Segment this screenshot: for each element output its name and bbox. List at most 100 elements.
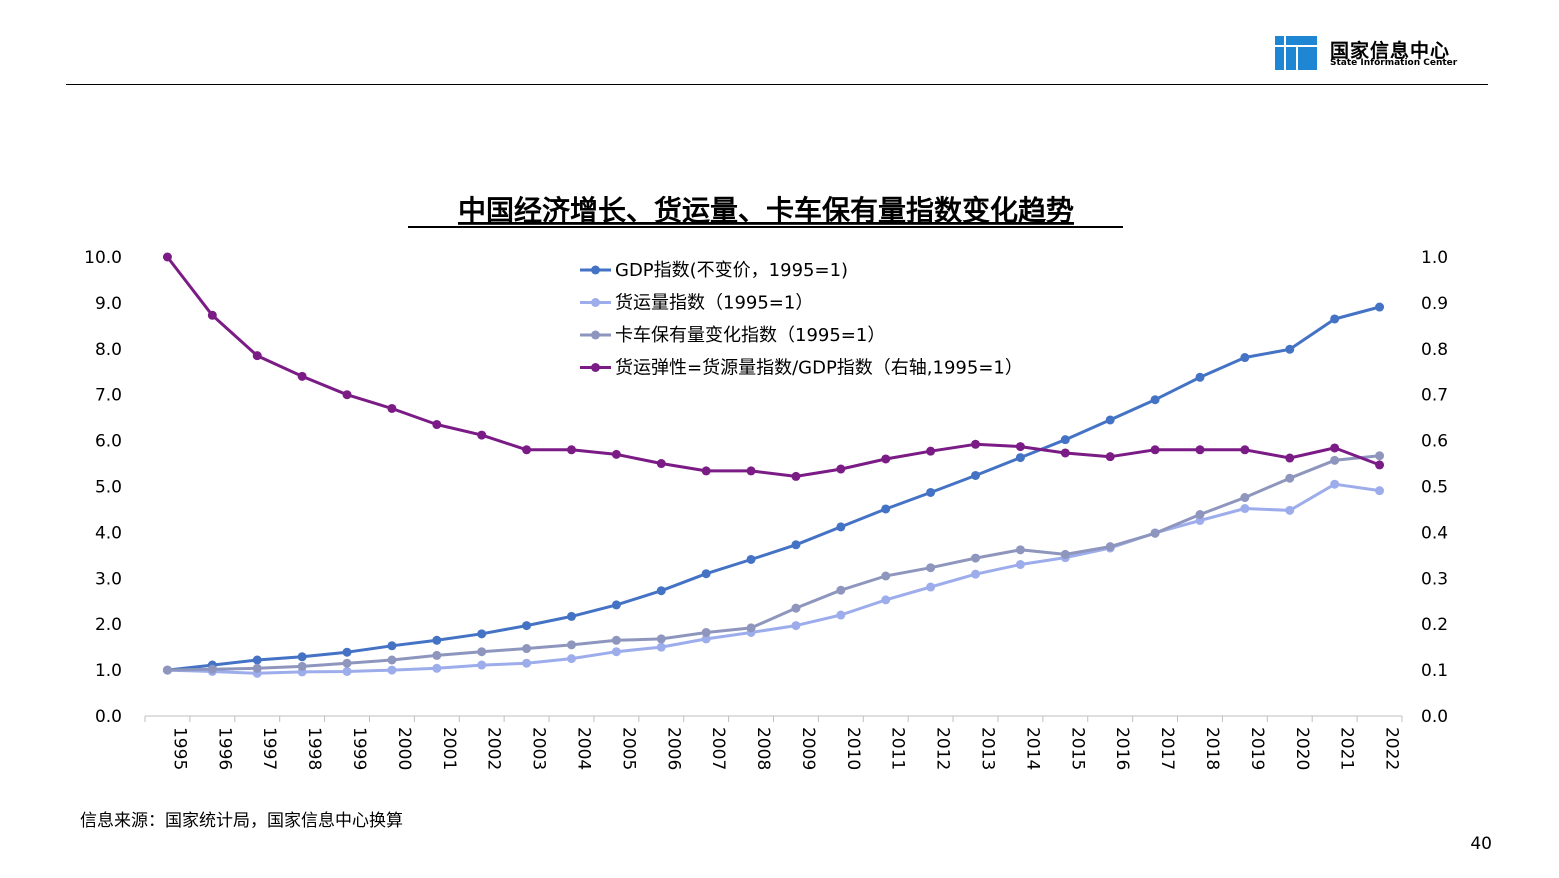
series-4-point [1195,445,1205,455]
series-4-point [1060,448,1070,458]
legend-label: 货运量指数（1995=1） [615,293,813,314]
x-tick-label: 1995 [169,727,189,770]
legend-label: 卡车保有量变化指数（1995=1） [615,325,885,346]
x-tick-label: 2001 [439,727,459,770]
series-1-point [432,635,442,645]
series-3-point [207,664,217,674]
series-2-point [701,634,711,644]
y-left-tick-label: 8.0 [95,340,122,360]
x-tick-label: 2004 [573,727,593,770]
series-3-point [1330,455,1340,465]
series-3-point [971,553,981,563]
series-1-point [926,487,936,497]
series-1-point [297,652,307,662]
x-tick-label: 2009 [798,727,818,770]
y-left-tick-label: 0.0 [95,707,122,727]
series-4-point [566,445,576,455]
series-2-point [611,647,621,657]
y-left-tick-label: 5.0 [95,478,122,498]
x-tick-label: 2006 [663,727,683,770]
series-4-point [522,445,532,455]
legend-swatch-marker [591,298,600,307]
series-3-point [432,650,442,660]
header-divider [66,84,1488,85]
x-tick-label: 1998 [304,727,324,770]
series-1-point [791,540,801,550]
series-3-point [1195,509,1205,519]
series-3-point [252,663,262,673]
series-1-point [746,554,756,564]
y-left-tick-label: 6.0 [95,432,122,452]
series-3-point [656,634,666,644]
x-tick-label: 2020 [1292,727,1312,770]
series-1-point [1060,435,1070,445]
series-2-point [656,642,666,652]
series-1-point [971,470,981,480]
series-1-point [701,569,711,579]
series-3-point [1015,545,1025,555]
y-left-tick-label: 4.0 [95,523,122,543]
series-3-point [881,571,891,581]
series-3-point [926,563,936,573]
x-tick-label: 1999 [349,727,369,770]
series-line-2 [167,482,1380,675]
series-2-point [1330,479,1340,489]
series-3-point [746,623,756,633]
series-2-point [1015,560,1025,570]
y-left-tick-label: 9.0 [95,294,122,314]
series-4-point [207,310,217,320]
series-4-point [1240,445,1250,455]
series-2-point [342,666,352,676]
series-1-point [1285,344,1295,354]
x-tick-label: 2005 [618,727,638,770]
y-right-tick-label: 0.5 [1421,478,1448,498]
legend-swatch-marker [591,330,600,340]
series-4-point [432,420,442,430]
series-2-point [566,654,576,664]
series-4-point [611,449,621,459]
series-3-point [297,661,307,671]
series-4-point [252,351,262,361]
series-2-point [477,660,487,670]
x-tick-label: 2014 [1022,727,1042,770]
x-tick-label: 2008 [753,727,773,770]
x-tick-label: 2011 [888,727,908,770]
series-3-point [611,635,621,645]
series-4-point [1150,445,1160,455]
legend-swatch-marker [591,363,600,372]
series-3-point [566,640,576,650]
series-4-point [1105,452,1115,462]
legend-label: GDP指数(不变价，1995=1) [615,260,848,281]
x-tick-label: 2015 [1067,727,1087,770]
series-1-point [881,504,891,514]
y-left-tick-label: 3.0 [95,569,122,589]
series-2-point [1285,505,1295,515]
series-3-point [477,647,487,657]
y-left-tick-label: 7.0 [95,386,122,406]
series-4-point [656,459,666,469]
state-information-center-logo-icon [1275,36,1317,70]
y-right-tick-label: 0.8 [1421,340,1448,360]
series-2-point [432,663,442,673]
y-right-tick-label: 0.1 [1421,661,1448,681]
series-1-point [477,629,487,639]
series-1-point [1195,372,1205,382]
series-2-point [926,582,936,592]
series-1-point [1015,453,1025,463]
chart-title: 中国经济增长、货运量、卡车保有量指数变化趋势 [458,194,1074,227]
series-4-point [162,252,172,262]
series-4-point [477,430,487,440]
series-2-point [836,610,846,620]
x-tick-label: 2007 [708,727,728,770]
series-4-point [1285,453,1295,463]
y-right-tick-label: 0.4 [1421,523,1448,543]
series-3-point [522,644,532,654]
y-left-tick-label: 1.0 [95,661,122,681]
series-3-point [1285,473,1295,483]
series-4-point [701,466,711,476]
legend-label: 货运弹性=货源量指数/GDP指数（右轴,1995=1） [615,358,1023,379]
series-3-point [162,665,172,675]
series-1-point [611,600,621,610]
x-tick-label: 2010 [843,727,863,770]
series-3-point [342,658,352,668]
